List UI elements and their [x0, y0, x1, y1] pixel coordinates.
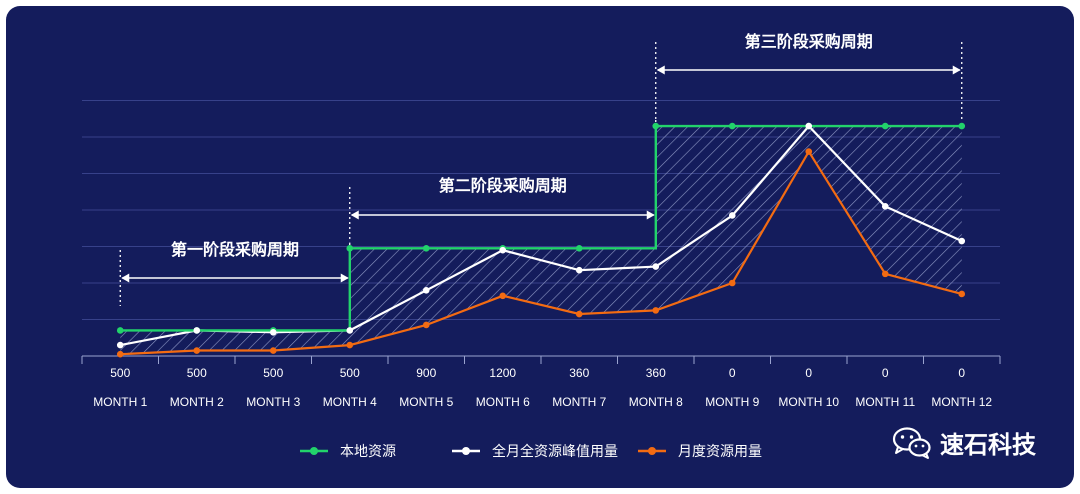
monthly-peak-usage-point — [652, 263, 660, 270]
value-label: 900 — [416, 366, 436, 380]
period-annotations: 第一阶段采购周期 第二阶段采购周期 第三阶段采购周期 — [119, 32, 963, 306]
legend-label: 本地资源 — [340, 444, 396, 460]
legend-swatch-dot — [462, 447, 470, 455]
legend-label: 全月全资源峰值用量 — [492, 443, 618, 460]
period-annotation: 第二阶段采购周期 — [349, 120, 657, 243]
value-label: 0 — [958, 366, 965, 380]
local-resource-point — [652, 122, 660, 130]
monthly-usage-point — [422, 321, 430, 329]
x-tick-label: MONTH 10 — [778, 395, 839, 409]
monthly-peak-usage-point — [575, 266, 583, 274]
local-resource-point — [346, 245, 354, 252]
legend-label: 月度资源用量 — [678, 444, 762, 460]
value-label: 0 — [882, 366, 889, 380]
legend-item: 月度资源用量 — [638, 444, 762, 460]
period-label: 第一阶段采购周期 — [171, 240, 299, 259]
monthly-usage-point — [575, 310, 583, 318]
wechat-icon — [892, 426, 931, 459]
local-resource-point — [728, 122, 736, 130]
monthly-usage-point — [805, 148, 813, 155]
legend: 本地资源 全月全资源峰值用量 月度资源用量 — [300, 443, 762, 460]
period-arrow-left — [121, 273, 130, 283]
chart-card: MONTH 1 MONTH 2 MONTH 3 MONTH 4 MONTH 5 MONTH… — [6, 6, 1074, 488]
legend-item: 本地资源 — [300, 444, 396, 460]
period-annotation: 第一阶段采购周期 — [119, 240, 351, 306]
local-resource-line — [120, 124, 962, 332]
x-tick-label: MONTH 5 — [399, 395, 453, 409]
period-label: 第三阶段采购周期 — [745, 32, 873, 51]
value-label: 360 — [569, 366, 589, 380]
monthly-usage-point — [346, 341, 354, 349]
resource-chart: MONTH 1 MONTH 2 MONTH 3 MONTH 4 MONTH 5 MONTH… — [81, 32, 1001, 460]
series-layer — [116, 122, 966, 358]
local-resource-point — [575, 245, 583, 252]
period-arrow-right — [952, 65, 961, 75]
monthly-peak-usage-point — [116, 341, 124, 349]
value-label: 1200 — [489, 366, 516, 380]
grid-lines — [82, 100, 1000, 320]
monthly-peak-usage-point — [499, 246, 507, 254]
value-label: 0 — [729, 366, 736, 380]
legend-swatch-dot — [310, 447, 318, 455]
monthly-peak-usage-point — [193, 327, 201, 334]
value-label: 500 — [110, 366, 130, 380]
monthly-peak-usage-point — [346, 327, 354, 334]
monthly-usage-point — [116, 350, 124, 358]
monthly-peak-usage-point — [958, 237, 966, 245]
monthly-peak-usage-point — [805, 122, 813, 130]
x-axis: MONTH 1 MONTH 2 MONTH 3 MONTH 4 MONTH 5 MONTH… — [81, 355, 1001, 409]
period-arrow-left — [656, 65, 665, 75]
value-label: 360 — [646, 366, 666, 380]
value-label: 500 — [340, 366, 360, 380]
x-tick-label: MONTH 6 — [476, 395, 530, 409]
value-label: 500 — [187, 366, 207, 380]
monthly-usage-point — [652, 307, 660, 314]
x-tick-label: MONTH 7 — [552, 395, 606, 409]
period-arrow-right — [340, 273, 349, 283]
local-resource-point — [422, 245, 430, 252]
monthly-usage-point — [958, 290, 966, 298]
monthly-peak-usage-line — [120, 124, 963, 347]
monthly-usage-point — [193, 347, 201, 354]
x-tick-label: MONTH 8 — [629, 395, 683, 409]
period-label: 第二阶段采购周期 — [439, 176, 567, 195]
monthly-usage-line — [120, 149, 963, 356]
x-tick-label: MONTH 2 — [170, 395, 224, 409]
legend-item: 全月全资源峰值用量 — [452, 443, 618, 460]
monthly-usage-point — [269, 347, 277, 354]
local-resource-point — [881, 122, 889, 130]
monthly-usage-point — [499, 292, 507, 300]
monthly-peak-usage-point — [422, 287, 430, 294]
hatched-gap-area — [120, 126, 962, 355]
value-label: 0 — [805, 366, 812, 380]
local-resource-point — [116, 327, 124, 334]
period-arrow-left — [350, 210, 359, 220]
brand-name: 速石科技 — [940, 431, 1036, 459]
x-tick-label: MONTH 9 — [705, 395, 759, 409]
x-tick-label: MONTH 4 — [323, 395, 377, 409]
period-annotation: 第三阶段采购周期 — [655, 32, 963, 121]
monthly-usage-point — [881, 270, 889, 278]
local-resource-point — [958, 122, 966, 130]
x-tick-label: MONTH 1 — [93, 395, 147, 409]
brand-mark: 速石科技 — [892, 425, 1036, 460]
value-label: 500 — [263, 366, 283, 380]
monthly-peak-usage-point — [728, 212, 736, 219]
legend-swatch-dot — [648, 447, 656, 455]
monthly-peak-usage-point — [269, 328, 277, 336]
x-tick-label: MONTH 12 — [931, 395, 992, 409]
monthly-usage-point — [728, 279, 736, 287]
monthly-peak-usage-point — [881, 203, 889, 210]
x-tick-label: MONTH 3 — [246, 395, 300, 409]
hatched-gap-area — [120, 126, 962, 355]
period-arrow-right — [646, 210, 655, 220]
x-tick-label: MONTH 11 — [855, 395, 915, 409]
